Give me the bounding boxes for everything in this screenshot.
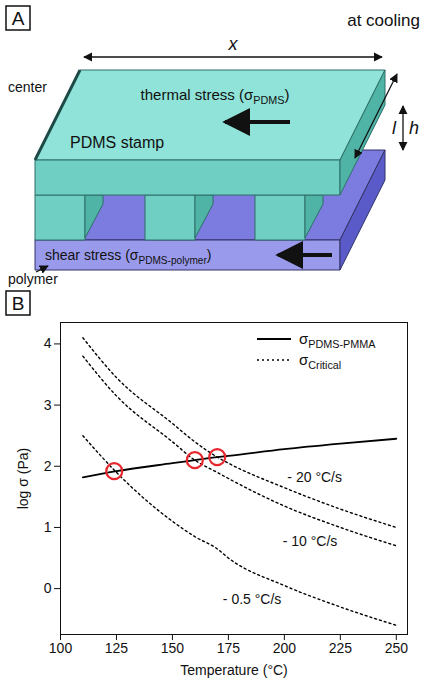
svg-text:thermal stress (σPDMS): thermal stress (σPDMS) (141, 86, 290, 106)
svg-text:3: 3 (44, 397, 52, 413)
svg-text:σCritical: σCritical (299, 351, 341, 371)
svg-text:center: center (8, 79, 47, 95)
svg-text:225: 225 (329, 640, 353, 656)
svg-text:at cooling: at cooling (347, 11, 420, 30)
svg-text:x: x (228, 34, 239, 54)
svg-text:200: 200 (273, 640, 297, 656)
svg-text:175: 175 (217, 640, 241, 656)
svg-text:polymer: polymer (8, 271, 58, 287)
svg-text:log σ (Pa): log σ (Pa) (15, 448, 31, 510)
svg-text:σPDMS-PMMA: σPDMS-PMMA (299, 330, 376, 350)
svg-text:h: h (409, 118, 419, 138)
svg-text:- 10 °C/s: - 10 °C/s (283, 533, 338, 549)
svg-text:Temperature (°C): Temperature (°C) (180, 662, 288, 678)
svg-text:2: 2 (44, 458, 52, 474)
svg-text:4: 4 (44, 335, 52, 351)
svg-text:A: A (12, 8, 25, 29)
svg-text:100: 100 (49, 640, 73, 656)
svg-text:- 0.5 °C/s: - 0.5 °C/s (223, 591, 282, 607)
svg-text:250: 250 (385, 640, 409, 656)
svg-text:B: B (12, 293, 25, 314)
svg-text:1: 1 (44, 519, 52, 535)
svg-text:- 20 °C/s: - 20 °C/s (287, 469, 342, 485)
svg-text:125: 125 (105, 640, 129, 656)
svg-text:PDMS stamp: PDMS stamp (70, 134, 164, 151)
svg-text:150: 150 (161, 640, 185, 656)
svg-text:0: 0 (44, 580, 52, 596)
svg-text:l: l (392, 118, 397, 138)
svg-text:shear stress (σPDMS-polymer): shear stress (σPDMS-polymer) (45, 247, 211, 266)
